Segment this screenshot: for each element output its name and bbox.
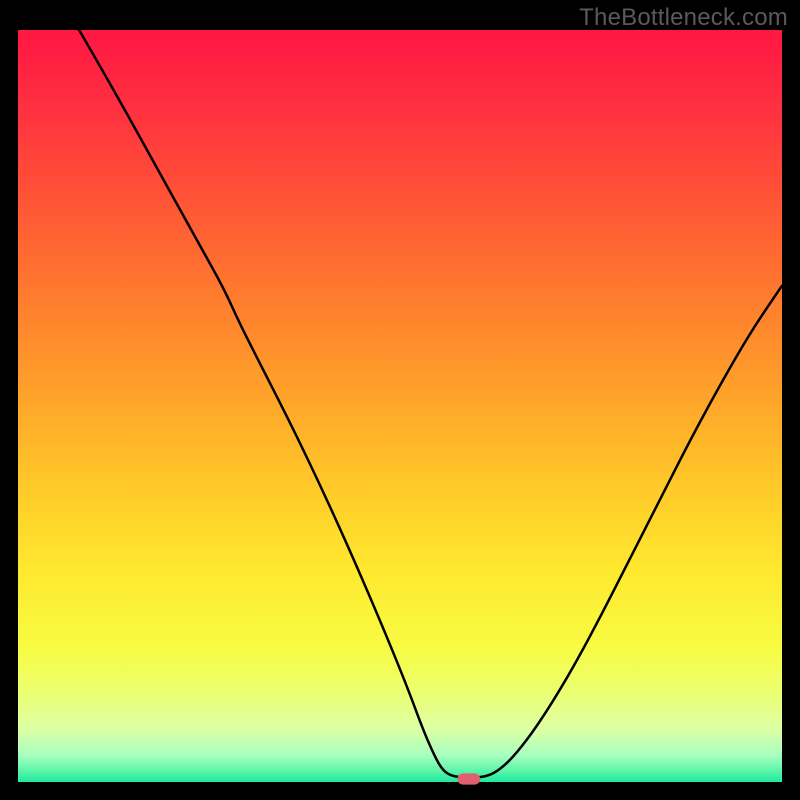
sweet-spot-marker — [457, 773, 480, 784]
bottleneck-chart — [0, 0, 800, 800]
chart-frame: TheBottleneck.com — [0, 0, 800, 800]
